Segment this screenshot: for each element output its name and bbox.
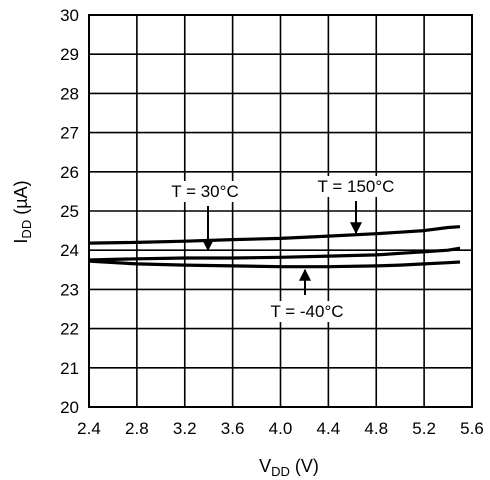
series-line-3 — [88, 259, 461, 269]
y-tick-label: 26 — [60, 163, 79, 182]
x-tick-label: 2.4 — [77, 419, 101, 438]
y-tick-label: 25 — [60, 202, 79, 221]
x-tick-label: 5.6 — [460, 419, 484, 438]
annotations: T = 30°C T = 150°C T = -40°C — [157, 176, 404, 322]
y-axis-label-main: I — [11, 239, 31, 244]
annotation-bg — [259, 301, 355, 322]
series-line-2 — [88, 246, 461, 262]
x-axis-label-unit: (V) — [290, 456, 319, 476]
x-tick-label: 4.4 — [317, 419, 341, 438]
y-tick-label: 30 — [60, 6, 79, 25]
x-tick-label: 3.2 — [173, 419, 197, 438]
tick-labels: 2.4 2.8 3.2 3.6 4.0 4.4 4.8 5.2 5.6 20 21 22 23 24 25 2… — [60, 6, 484, 438]
grid-lines — [88, 14, 473, 408]
x-axis-label: VDD (V) — [259, 456, 319, 479]
annotation-label: T = -40°C — [270, 302, 343, 321]
y-axis-label: IDD (µA) — [11, 180, 34, 243]
x-tick-label: 3.6 — [221, 419, 245, 438]
x-tick-label: 5.2 — [412, 419, 436, 438]
y-tick-label: 27 — [60, 124, 79, 143]
annotation-label: T = 30°C — [171, 182, 238, 201]
y-tick-label: 24 — [60, 241, 79, 260]
y-tick-label: 20 — [60, 398, 79, 417]
y-tick-label: 28 — [60, 84, 79, 103]
y-tick-label: 29 — [60, 45, 79, 64]
x-tick-label: 4.0 — [269, 419, 293, 438]
plot-frame — [88, 14, 473, 408]
x-tick-label: 2.8 — [125, 419, 149, 438]
x-axis-label-main: V — [259, 456, 271, 476]
y-axis-label-sub: DD — [19, 220, 34, 239]
y-tick-label: 22 — [60, 320, 79, 339]
y-axis-label-unit: (µA) — [11, 180, 31, 219]
y-tick-label: 21 — [60, 359, 79, 378]
x-tick-label: 4.8 — [364, 419, 388, 438]
y-tick-label: 23 — [60, 280, 79, 299]
series-line-1 — [88, 225, 461, 245]
annotation-bg — [157, 181, 253, 202]
x-axis-label-sub: DD — [271, 464, 290, 479]
series-layer — [88, 225, 461, 269]
annotation-bg — [308, 176, 404, 197]
annotation-label: T = 150°C — [318, 177, 395, 196]
